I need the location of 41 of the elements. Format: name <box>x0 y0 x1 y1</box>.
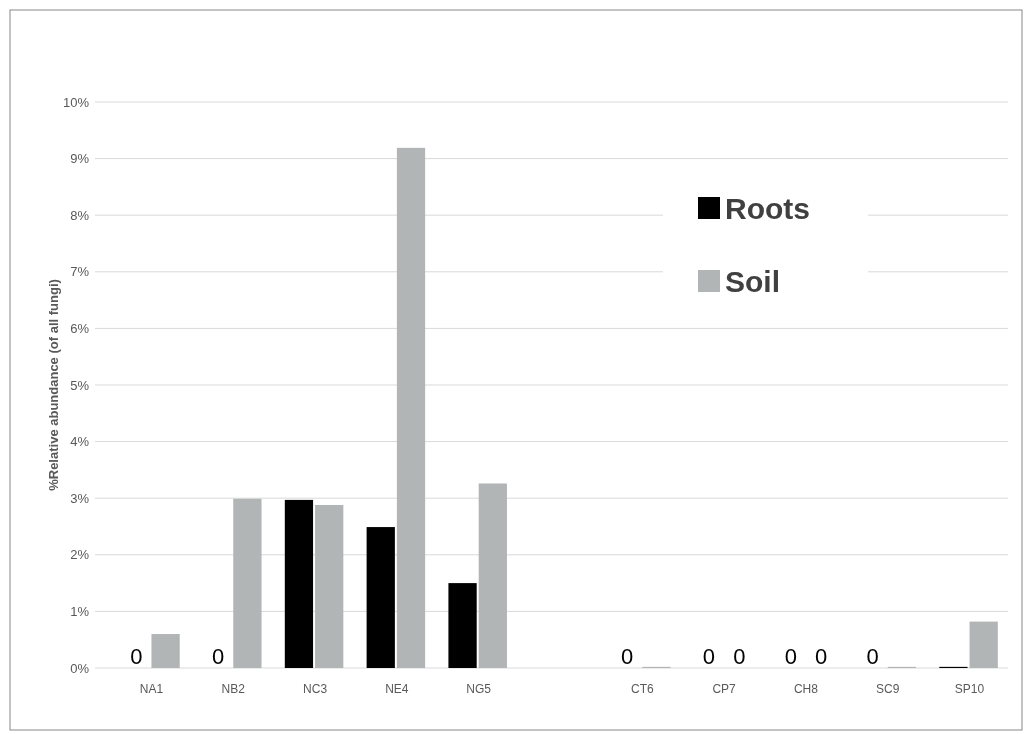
bar <box>366 527 395 668</box>
y-tick-label: 6% <box>70 320 90 336</box>
legend-label: Soil <box>725 264 781 298</box>
data-label: 0 <box>866 644 879 669</box>
x-tick-label: NC3 <box>303 682 328 696</box>
data-label: 0 <box>702 644 716 669</box>
bar <box>151 634 180 668</box>
x-tick-label: NG5 <box>466 682 492 696</box>
x-tick-label: NB2 <box>221 682 246 696</box>
data-label: 0 <box>814 644 828 669</box>
bar <box>284 499 314 668</box>
data-label: 0 <box>212 644 225 669</box>
y-tick-label: 4% <box>70 434 90 450</box>
y-tick-label: 8% <box>70 207 90 223</box>
x-tick-label: NE4 <box>385 682 409 696</box>
bar <box>448 583 477 668</box>
x-tick-label: CP7 <box>712 682 737 696</box>
data-label: 0 <box>733 644 746 669</box>
x-tick-label: CH8 <box>793 682 819 696</box>
data-label: 0 <box>784 644 797 669</box>
y-tick-label: 3% <box>70 490 90 506</box>
y-tick-label: 7% <box>70 264 90 280</box>
x-tick-label: SC9 <box>876 682 900 696</box>
y-tick-label: 0% <box>70 660 90 676</box>
y-tick-label: 1% <box>70 603 90 619</box>
y-axis-title: %Relative abundance (of all fungi) <box>46 279 61 491</box>
y-tick-label: 10% <box>62 94 90 110</box>
x-tick-label: NA1 <box>139 682 164 696</box>
y-tick-label: 5% <box>70 377 90 393</box>
y-tick-label: 9% <box>70 151 90 167</box>
bar <box>969 621 998 668</box>
bar <box>396 147 426 668</box>
bar <box>315 504 344 668</box>
x-tick-label: CT6 <box>630 682 654 696</box>
data-label: 0 <box>130 644 143 669</box>
bar <box>478 483 507 668</box>
legend-label: Roots <box>725 191 810 225</box>
y-tick-label: 2% <box>70 547 90 563</box>
bar <box>233 498 262 668</box>
data-label: 0 <box>621 644 634 669</box>
x-tick-label: SP10 <box>954 682 985 696</box>
